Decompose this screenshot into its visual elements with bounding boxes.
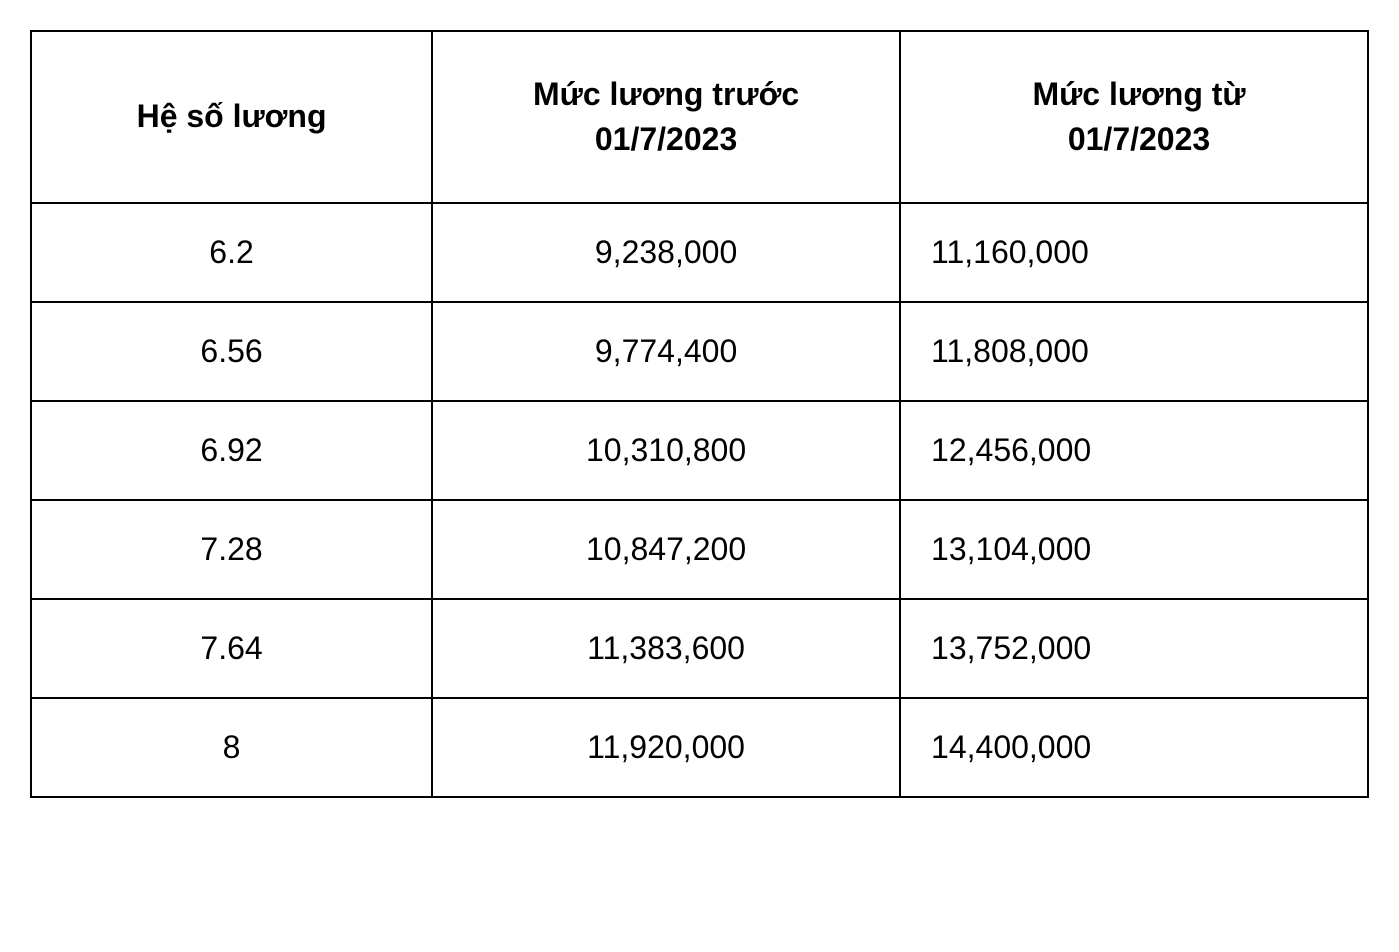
cell-salary-before: 9,774,400 — [432, 302, 900, 401]
cell-coefficient: 6.2 — [31, 203, 432, 302]
table-row: 7.64 11,383,600 13,752,000 — [31, 599, 1368, 698]
table-header-row: Hệ số lương Mức lương trước01/7/2023 Mức… — [31, 31, 1368, 203]
header-coefficient: Hệ số lương — [31, 31, 432, 203]
cell-salary-after: 11,160,000 — [900, 203, 1368, 302]
cell-coefficient: 7.64 — [31, 599, 432, 698]
cell-salary-after: 14,400,000 — [900, 698, 1368, 797]
cell-coefficient: 8 — [31, 698, 432, 797]
cell-coefficient: 6.56 — [31, 302, 432, 401]
cell-salary-before: 10,310,800 — [432, 401, 900, 500]
cell-coefficient: 7.28 — [31, 500, 432, 599]
header-salary-before: Mức lương trước01/7/2023 — [432, 31, 900, 203]
table-row: 7.28 10,847,200 13,104,000 — [31, 500, 1368, 599]
cell-salary-before: 9,238,000 — [432, 203, 900, 302]
header-salary-after: Mức lương từ01/7/2023 — [900, 31, 1368, 203]
table-row: 6.2 9,238,000 11,160,000 — [31, 203, 1368, 302]
cell-coefficient: 6.92 — [31, 401, 432, 500]
header-label: Mức lương từ01/7/2023 — [1032, 76, 1245, 157]
cell-salary-after: 11,808,000 — [900, 302, 1368, 401]
table-body: 6.2 9,238,000 11,160,000 6.56 9,774,400 … — [31, 203, 1368, 797]
header-label: Hệ số lương — [137, 98, 327, 134]
table-row: 6.92 10,310,800 12,456,000 — [31, 401, 1368, 500]
cell-salary-before: 11,920,000 — [432, 698, 900, 797]
cell-salary-before: 10,847,200 — [432, 500, 900, 599]
header-label: Mức lương trước01/7/2023 — [533, 76, 799, 157]
cell-salary-before: 11,383,600 — [432, 599, 900, 698]
table-row: 8 11,920,000 14,400,000 — [31, 698, 1368, 797]
cell-salary-after: 13,104,000 — [900, 500, 1368, 599]
cell-salary-after: 12,456,000 — [900, 401, 1368, 500]
salary-table: Hệ số lương Mức lương trước01/7/2023 Mức… — [30, 30, 1369, 798]
cell-salary-after: 13,752,000 — [900, 599, 1368, 698]
salary-table-container: Hệ số lương Mức lương trước01/7/2023 Mức… — [30, 30, 1369, 798]
table-row: 6.56 9,774,400 11,808,000 — [31, 302, 1368, 401]
